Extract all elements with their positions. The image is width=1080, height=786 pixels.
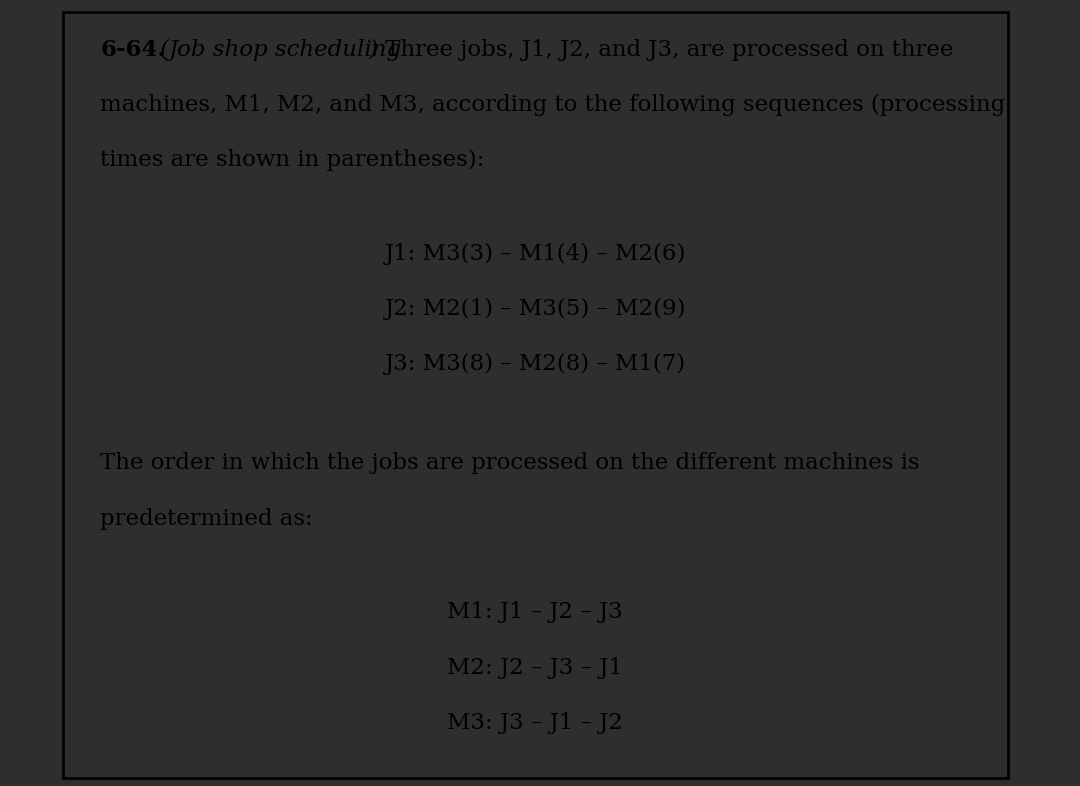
Text: J2: M2(1) – M3(5) – M2(9): J2: M2(1) – M3(5) – M2(9) [384,298,686,320]
Text: M2: J2 – J3 – J1: M2: J2 – J3 – J1 [447,656,623,678]
Text: predetermined as:: predetermined as: [100,508,313,530]
Text: M1: J1 – J2 – J3: M1: J1 – J2 – J3 [447,601,623,623]
Text: (: ( [160,39,168,61]
Text: times are shown in parentheses):: times are shown in parentheses): [100,149,485,171]
Text: ): ) [369,39,378,61]
Text: Job shop scheduling: Job shop scheduling [168,39,402,61]
Text: 6-64.: 6-64. [100,39,166,61]
Text: J1: M3(3) – M1(4) – M2(6): J1: M3(3) – M1(4) – M2(6) [384,243,686,265]
Text: Three jobs, J1, J2, and J3, are processed on three: Three jobs, J1, J2, and J3, are processe… [378,39,954,61]
Text: machines, M1, M2, and M3, according to the following sequences (processing: machines, M1, M2, and M3, according to t… [100,94,1005,116]
Text: The order in which the jobs are processed on the different machines is: The order in which the jobs are processe… [100,453,920,475]
Text: J3: M3(8) – M2(8) – M1(7): J3: M3(8) – M2(8) – M1(7) [384,353,686,375]
Text: M3: J3 – J1 – J2: M3: J3 – J1 – J2 [447,712,623,734]
